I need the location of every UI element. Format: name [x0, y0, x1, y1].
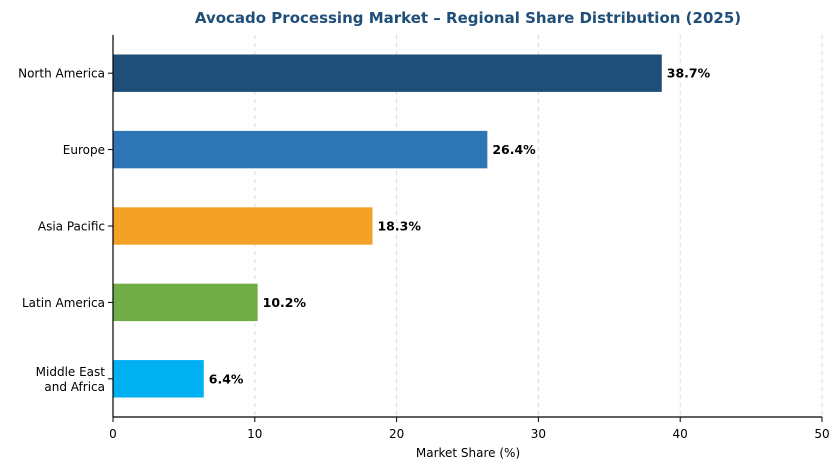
category-labels: North America Europe Asia Pacific Latin Ame… — [18, 67, 113, 394]
value-label: 10.2% — [263, 295, 307, 310]
bar — [113, 207, 373, 245]
category-label: North America — [18, 67, 105, 81]
value-label: 26.4% — [492, 142, 536, 157]
x-tick-label: 0 — [109, 427, 117, 441]
category-label: Latin America — [22, 296, 105, 310]
bars — [113, 54, 662, 398]
bar — [113, 283, 258, 322]
chart-title: Avocado Processing Market – Regional Sha… — [195, 9, 741, 27]
bar — [113, 360, 204, 398]
x-tick-label: 40 — [673, 427, 688, 441]
value-label: 18.3% — [377, 219, 421, 234]
x-tick-label: 20 — [389, 427, 404, 441]
category-label: Middle East and Africa — [36, 365, 106, 394]
value-label: 6.4% — [209, 371, 244, 386]
x-tick-label: 10 — [247, 427, 262, 441]
x-tick-label: 50 — [814, 427, 829, 441]
x-axis-label: Market Share (%) — [416, 446, 520, 460]
x-tick-label: 30 — [531, 427, 546, 441]
bar — [113, 54, 662, 92]
value-label: 38.7% — [667, 66, 711, 81]
category-label: Europe — [63, 143, 105, 157]
category-label: Asia Pacific — [38, 220, 105, 234]
value-labels: 38.7% 26.4% 18.3% 10.2% 6.4% — [209, 66, 711, 387]
x-tick-labels: 0 10 20 30 40 50 — [109, 417, 830, 441]
bar — [113, 130, 488, 169]
